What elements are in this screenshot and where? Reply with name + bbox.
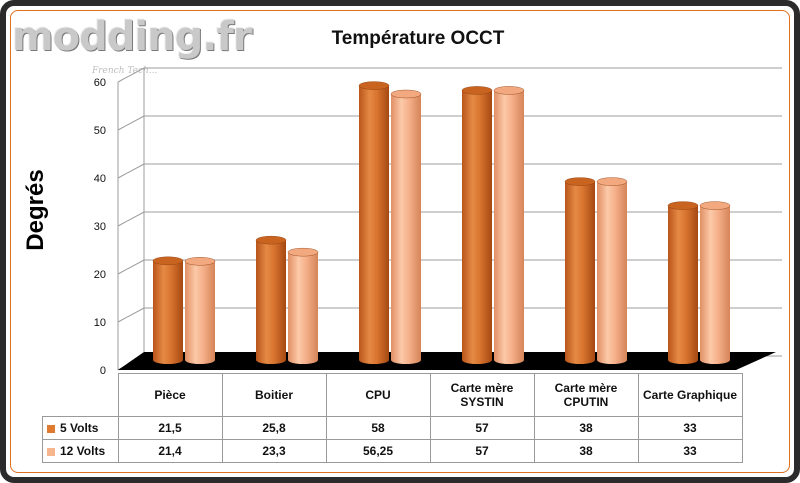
bar-base xyxy=(565,356,595,364)
bar-cap xyxy=(699,201,731,210)
bar-base xyxy=(462,356,492,364)
table-corner xyxy=(43,374,119,417)
bar-cap xyxy=(152,256,184,265)
bar-base xyxy=(359,356,389,364)
data-label: 58 xyxy=(325,416,431,440)
bar-base xyxy=(256,356,286,364)
data-label: 57 xyxy=(429,439,535,463)
bar xyxy=(153,260,183,360)
y-tick-label: 40 xyxy=(94,173,106,185)
bar xyxy=(494,90,524,361)
gridline-side xyxy=(117,307,145,323)
gridline-side xyxy=(117,211,145,227)
legend-entry: 12 Volts xyxy=(42,439,119,463)
bar-base xyxy=(494,356,524,364)
gridline-side xyxy=(117,115,145,131)
bar-cap xyxy=(287,247,319,257)
data-label: 21,4 xyxy=(117,439,223,463)
category-label: Pièce xyxy=(117,373,223,417)
series-name: 5 Volts xyxy=(60,421,99,435)
data-label: 38 xyxy=(533,416,639,440)
bar-cap xyxy=(493,86,525,95)
bar-cap xyxy=(358,81,390,90)
bar xyxy=(700,205,730,360)
series-name: 12 Volts xyxy=(60,444,106,458)
bar xyxy=(391,94,421,360)
gridline-side xyxy=(117,163,145,179)
table-row: 12 Volts 21,4 23,3 56,25 57 38 33 xyxy=(42,439,743,463)
bar-cap xyxy=(667,201,699,210)
data-label: 57 xyxy=(429,416,535,440)
bar-base xyxy=(700,356,730,364)
y-tick-label: 20 xyxy=(94,269,106,281)
bar xyxy=(359,85,389,360)
legend-entry: 5 Volts xyxy=(42,416,119,440)
y-tick-label: 60 xyxy=(94,77,106,89)
frame-accent xyxy=(10,10,790,473)
data-label: 33 xyxy=(637,439,743,463)
chart-title: Température OCCT xyxy=(331,28,505,49)
data-label: 33 xyxy=(637,416,743,440)
bar xyxy=(462,90,492,361)
bar-base xyxy=(668,356,698,364)
category-label: Boitier xyxy=(221,373,327,417)
bar-base xyxy=(153,356,183,364)
data-label: 23,3 xyxy=(221,439,327,463)
bar-cap xyxy=(596,177,628,186)
bar-base xyxy=(185,356,215,364)
data-label: 56,25 xyxy=(325,439,431,463)
y-tick-label: 50 xyxy=(94,125,106,137)
data-label: 21,5 xyxy=(117,416,223,440)
bar xyxy=(565,181,595,360)
category-label: Carte mère SYSTIN xyxy=(429,373,535,417)
bar-base xyxy=(597,356,627,364)
bar-base xyxy=(288,356,318,364)
bar-cap xyxy=(255,235,287,245)
gridline-side xyxy=(117,259,145,275)
data-label: 38 xyxy=(533,439,639,463)
data-table: Pièce Boitier CPU Carte mère SYSTIN Cart… xyxy=(42,373,743,463)
bar-cap xyxy=(184,257,216,266)
table-row: 5 Volts 21,5 25,8 58 57 38 33 xyxy=(42,416,743,440)
gridline-side xyxy=(117,67,145,83)
site-logo: modding.fr xyxy=(12,14,253,60)
y-tick-label: 30 xyxy=(94,221,106,233)
bar xyxy=(256,240,286,360)
category-label: Carte mère CPUTIN xyxy=(533,373,639,417)
bar-cap xyxy=(461,86,493,95)
category-label: Carte Graphique xyxy=(637,373,743,417)
legend-swatch xyxy=(47,424,55,433)
logo-tagline: French Tech... xyxy=(92,66,158,76)
data-label: 25,8 xyxy=(221,416,327,440)
category-label: CPU xyxy=(325,373,431,417)
bar-base xyxy=(391,356,421,364)
bar-cap xyxy=(390,89,422,99)
bar xyxy=(288,252,318,360)
table-header-row: Pièce Boitier CPU Carte mère SYSTIN Cart… xyxy=(43,373,743,417)
legend-swatch xyxy=(47,447,55,456)
bar xyxy=(668,205,698,360)
y-tick-label: 10 xyxy=(94,317,106,329)
bar xyxy=(185,261,215,360)
y-tick-label: 0 xyxy=(100,365,106,377)
bar-cap xyxy=(564,177,596,186)
bar xyxy=(597,181,627,360)
